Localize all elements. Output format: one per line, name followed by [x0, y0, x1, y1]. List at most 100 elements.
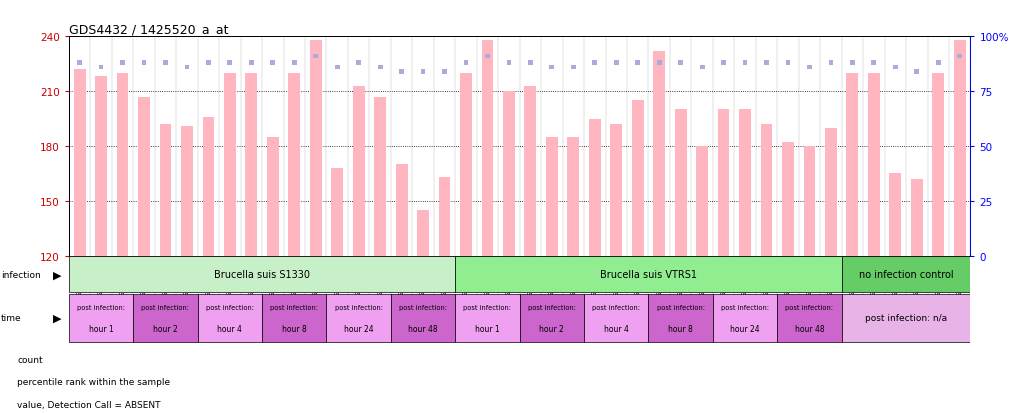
Bar: [847, 74, 858, 256]
Text: GSM528198: GSM528198: [141, 257, 147, 300]
Text: post infection:: post infection:: [77, 304, 125, 310]
Text: GSM528195: GSM528195: [77, 257, 83, 299]
Bar: [503, 92, 515, 256]
Text: GSM528193: GSM528193: [871, 257, 877, 300]
Bar: [761, 125, 773, 256]
Text: GSM528236: GSM528236: [806, 257, 812, 299]
Text: post infection:: post infection:: [593, 304, 640, 310]
Bar: [331, 169, 343, 256]
Bar: [739, 110, 751, 256]
Point: [350, 60, 367, 67]
Text: GSM528194: GSM528194: [892, 257, 899, 299]
Text: value, Detection Call = ABSENT: value, Detection Call = ABSENT: [17, 400, 161, 409]
Text: GSM528217: GSM528217: [956, 257, 962, 299]
Text: GSM528218: GSM528218: [463, 257, 469, 299]
Text: post infection:: post infection:: [334, 304, 383, 310]
Bar: [842, 257, 970, 292]
Point: [887, 64, 904, 71]
Bar: [648, 294, 713, 342]
Bar: [954, 41, 965, 256]
Text: GSM528207: GSM528207: [292, 257, 297, 299]
Text: post infection:: post infection:: [464, 304, 512, 310]
Text: GSM528204: GSM528204: [227, 257, 233, 299]
Text: GSM528229: GSM528229: [678, 257, 684, 299]
Point: [329, 64, 345, 71]
Point: [393, 69, 409, 76]
Point: [72, 60, 88, 67]
Text: GSM528200: GSM528200: [184, 257, 190, 299]
Bar: [842, 294, 970, 342]
Text: hour 24: hour 24: [343, 325, 374, 333]
Point: [93, 64, 109, 71]
Text: ▶: ▶: [53, 270, 61, 280]
Text: GSM528233: GSM528233: [743, 257, 748, 299]
Point: [544, 64, 560, 71]
Text: hour 8: hour 8: [282, 325, 307, 333]
Text: GSM528224: GSM528224: [570, 257, 576, 299]
Bar: [310, 41, 322, 256]
Bar: [717, 110, 729, 256]
Text: post infection:: post infection:: [528, 304, 575, 310]
Text: count: count: [17, 355, 43, 364]
Bar: [653, 52, 666, 256]
Bar: [417, 211, 428, 256]
Bar: [889, 174, 902, 256]
Point: [222, 60, 238, 67]
Point: [136, 60, 152, 67]
Text: GSM528226: GSM528226: [613, 257, 619, 299]
Point: [608, 60, 624, 67]
Text: GSM528192: GSM528192: [849, 257, 855, 299]
Bar: [262, 294, 326, 342]
Text: GSM528199: GSM528199: [162, 257, 168, 300]
Bar: [460, 74, 472, 256]
Bar: [160, 125, 171, 256]
Bar: [138, 97, 150, 256]
Point: [243, 60, 259, 67]
Point: [308, 54, 324, 60]
Bar: [803, 147, 815, 256]
Bar: [374, 97, 386, 256]
Bar: [911, 179, 923, 256]
Point: [930, 60, 946, 67]
Text: hour 24: hour 24: [730, 325, 760, 333]
Point: [780, 60, 796, 67]
Text: post infection:: post infection:: [656, 304, 705, 310]
Bar: [289, 74, 300, 256]
Bar: [567, 138, 579, 256]
Point: [801, 64, 817, 71]
Text: GSM528219: GSM528219: [484, 257, 490, 299]
Bar: [326, 294, 391, 342]
Bar: [589, 119, 601, 256]
Text: GSM528211: GSM528211: [377, 257, 383, 299]
Point: [287, 60, 303, 67]
Bar: [69, 257, 455, 292]
Bar: [611, 125, 622, 256]
Point: [951, 54, 967, 60]
Text: post infection:: post infection:: [399, 304, 447, 310]
Text: no infection control: no infection control: [859, 270, 953, 280]
Text: GSM528235: GSM528235: [785, 257, 791, 299]
Bar: [74, 70, 85, 256]
Text: hour 48: hour 48: [794, 325, 825, 333]
Text: GSM528225: GSM528225: [592, 257, 598, 299]
Point: [523, 60, 539, 67]
Bar: [224, 74, 236, 256]
Point: [157, 60, 173, 67]
Bar: [525, 86, 536, 256]
Text: GSM528223: GSM528223: [549, 257, 555, 299]
Text: hour 2: hour 2: [153, 325, 178, 333]
Point: [715, 60, 731, 67]
Bar: [391, 294, 455, 342]
Text: hour 1: hour 1: [475, 325, 499, 333]
Text: GSM528232: GSM528232: [720, 257, 726, 299]
Bar: [546, 138, 558, 256]
Point: [823, 60, 839, 67]
Text: hour 4: hour 4: [218, 325, 242, 333]
Bar: [396, 165, 407, 256]
Bar: [203, 117, 215, 256]
Text: hour 1: hour 1: [89, 325, 113, 333]
Text: percentile rank within the sample: percentile rank within the sample: [17, 377, 170, 387]
Point: [673, 60, 689, 67]
Text: GSM528220: GSM528220: [505, 257, 512, 299]
Text: Brucella suis S1330: Brucella suis S1330: [214, 270, 310, 280]
